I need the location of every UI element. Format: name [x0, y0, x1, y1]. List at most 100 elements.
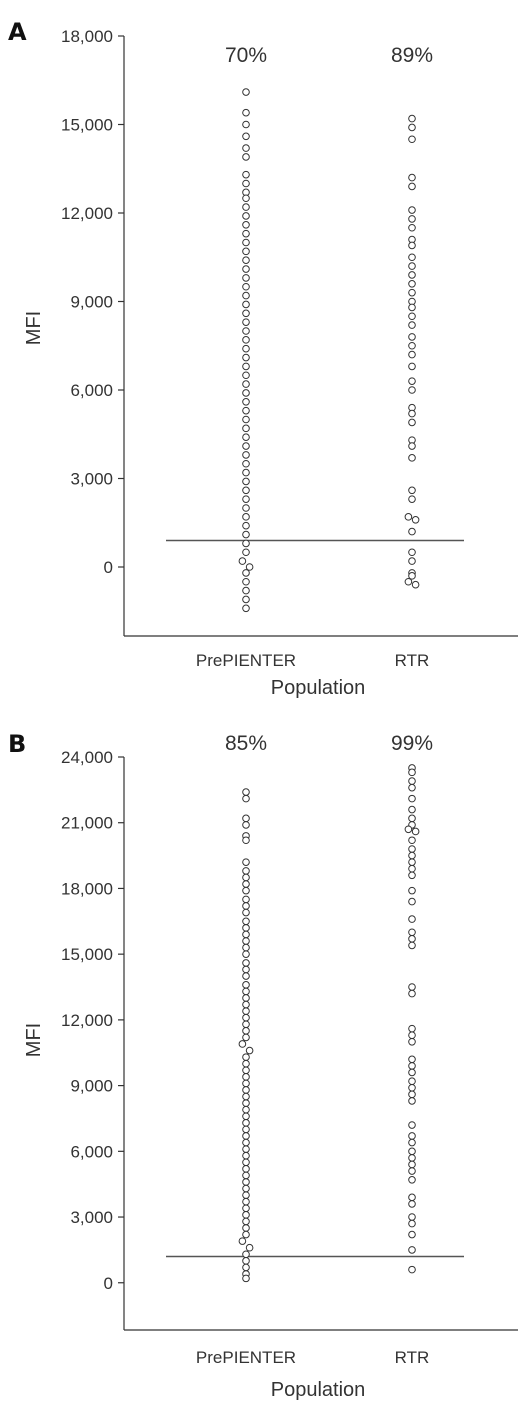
- data-point: [408, 321, 416, 329]
- data-point: [408, 377, 416, 385]
- y-axis-title-a: MFI: [23, 311, 45, 345]
- data-point: [238, 1040, 247, 1048]
- data-point: [242, 203, 250, 211]
- data-point: [242, 256, 250, 265]
- data-point: [408, 1077, 416, 1086]
- data-point: [408, 777, 416, 785]
- data-point: [242, 1158, 250, 1167]
- data-point: [408, 836, 416, 845]
- data-point: [408, 442, 416, 450]
- panel-b: B 24,000 21,000 18,000 15,000 12,000 9,000 6,0…: [8, 730, 518, 1401]
- data-point: [408, 223, 416, 232]
- data-point: [242, 569, 250, 577]
- data-point: [242, 880, 250, 888]
- data-point: [408, 928, 416, 937]
- data-point: [242, 965, 250, 974]
- data-point: [242, 994, 250, 1002]
- data-point: [242, 987, 250, 996]
- data-point: [242, 521, 250, 530]
- data-point: [408, 1083, 416, 1092]
- data-point: [408, 1175, 416, 1184]
- data-point: [242, 595, 250, 604]
- y-tick-label: 0: [104, 1274, 113, 1293]
- data-point: [242, 406, 250, 415]
- data-point: [408, 1037, 416, 1046]
- data-point: [242, 451, 250, 459]
- data-point: [242, 788, 250, 796]
- data-point: [408, 845, 416, 853]
- data-point: [408, 114, 416, 123]
- data-point: [242, 1263, 250, 1272]
- data-point: [238, 1237, 247, 1245]
- data-point: [411, 580, 420, 589]
- y-tick-label: 12,000: [61, 1011, 113, 1030]
- data-point: [242, 1013, 250, 1022]
- data-point: [242, 1053, 250, 1061]
- data-point: [408, 794, 416, 803]
- data-point: [408, 123, 416, 132]
- data-point: [242, 265, 250, 273]
- data-point: [408, 915, 416, 923]
- x-tick-b-rtr: RTR: [395, 1348, 430, 1367]
- data-point: [408, 182, 416, 191]
- y-ticks-a: 18,000 15,000 12,000 9,000 6,000 3,000 0: [61, 27, 124, 577]
- data-point: [408, 362, 416, 371]
- data-point: [242, 229, 250, 238]
- data-point: [242, 1020, 250, 1029]
- data-point: [408, 1138, 416, 1147]
- data-point: [242, 380, 250, 388]
- data-point: [408, 989, 416, 998]
- percent-label-b-rtr: 99%: [391, 732, 433, 755]
- data-point: [408, 1265, 416, 1274]
- data-point: [242, 981, 250, 989]
- data-point: [242, 873, 250, 882]
- data-point: [242, 917, 250, 926]
- dots-b: [238, 764, 420, 1283]
- data-point: [408, 206, 416, 214]
- y-tick-label: 18,000: [61, 879, 113, 898]
- data-point: [411, 827, 420, 836]
- data-point: [408, 941, 416, 950]
- data-point: [408, 1068, 416, 1077]
- data-point: [245, 1243, 254, 1252]
- data-point: [408, 783, 416, 792]
- percent-label-a-rtr: 89%: [391, 44, 433, 67]
- data-point: [408, 271, 416, 279]
- data-point: [242, 814, 250, 823]
- data-point: [411, 516, 420, 524]
- data-point: [242, 586, 250, 595]
- data-point: [408, 386, 416, 394]
- data-point: [242, 486, 250, 495]
- data-point: [242, 1000, 250, 1009]
- data-point: [242, 1230, 250, 1239]
- data-point: [408, 350, 416, 359]
- data-point: [408, 215, 416, 223]
- data-point: [408, 935, 416, 943]
- data-point: [242, 577, 250, 586]
- dots-a: [238, 88, 420, 613]
- data-point: [408, 454, 416, 462]
- data-point: [242, 1119, 250, 1127]
- y-tick-label: 6,000: [70, 381, 113, 400]
- data-point: [242, 132, 250, 141]
- data-point: [408, 864, 416, 873]
- data-point: [242, 477, 250, 486]
- data-point: [408, 1213, 416, 1221]
- data-point: [242, 1073, 250, 1081]
- y-tick-label: 15,000: [61, 945, 113, 964]
- data-point: [242, 1211, 250, 1219]
- data-point: [408, 1062, 416, 1070]
- data-point: [242, 950, 250, 958]
- data-point: [408, 1193, 416, 1202]
- percent-label-b-prepienter: 85%: [225, 732, 267, 755]
- data-point: [242, 1059, 250, 1068]
- data-point: [242, 1007, 250, 1015]
- data-point: [242, 424, 250, 433]
- data-point: [242, 170, 250, 179]
- data-point: [408, 983, 416, 991]
- data-point: [408, 1154, 416, 1162]
- data-point: [242, 858, 250, 866]
- data-point: [242, 924, 250, 932]
- data-point: [408, 557, 416, 565]
- data-point: [408, 886, 416, 895]
